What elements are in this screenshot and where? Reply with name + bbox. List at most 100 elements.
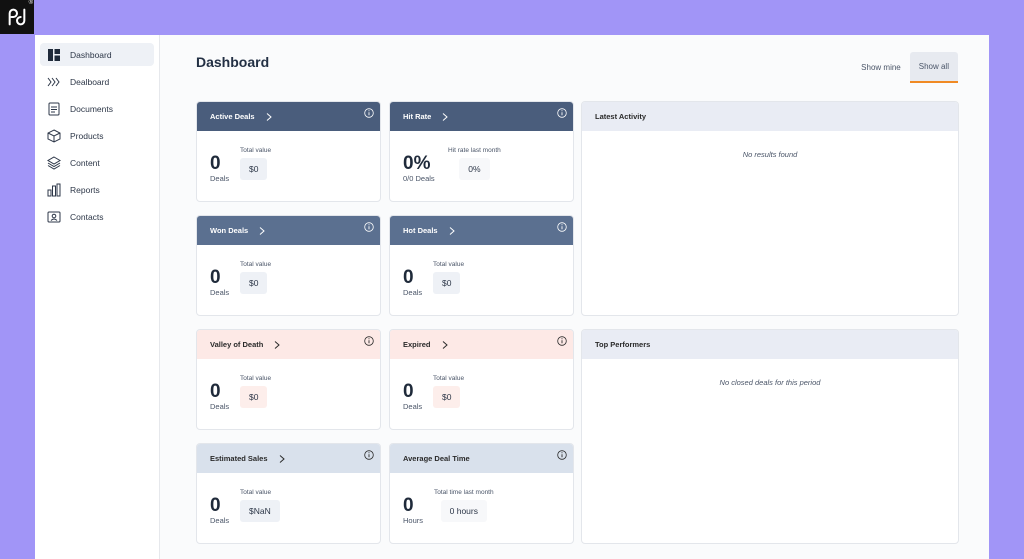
sub-metric-label: Total value bbox=[433, 261, 464, 268]
sub-metric-label: Total value bbox=[240, 147, 271, 154]
info-icon[interactable] bbox=[364, 450, 374, 460]
info-icon[interactable] bbox=[364, 336, 374, 346]
card-valley-of-death: Valley of Death 0 Deals Total value $0 bbox=[196, 329, 381, 430]
sub-metric: Total time last month 0 hours bbox=[434, 489, 494, 522]
metric-unit: Deals bbox=[403, 402, 422, 411]
panel-title: Top Performers bbox=[595, 340, 650, 349]
card-header[interactable]: Expired bbox=[390, 330, 573, 359]
card-title: Expired bbox=[403, 340, 431, 349]
show-all-button[interactable]: Show all bbox=[910, 52, 958, 83]
box-icon bbox=[47, 129, 61, 143]
sidebar-item-content[interactable]: Content bbox=[40, 151, 154, 174]
metric: 0 Hours bbox=[403, 496, 423, 525]
panel-latest-activity: Latest Activity No results found bbox=[581, 101, 959, 316]
sidebar-item-label: Products bbox=[70, 131, 104, 141]
sidebar-item-label: Dashboard bbox=[70, 50, 112, 60]
sidebar-item-products[interactable]: Products bbox=[40, 124, 154, 147]
sidebar-item-documents[interactable]: Documents bbox=[40, 97, 154, 120]
metric-value: 0 bbox=[210, 268, 229, 287]
metric: 0 Deals bbox=[210, 154, 229, 183]
card-title: Valley of Death bbox=[210, 340, 263, 349]
bar-chart-icon bbox=[47, 183, 61, 197]
card-won-deals: Won Deals 0 Deals Total value $0 bbox=[196, 215, 381, 316]
sub-metric-value: $0 bbox=[240, 272, 267, 294]
metric-value: 0 bbox=[403, 268, 422, 287]
sub-metric-label: Total value bbox=[240, 261, 271, 268]
card-title: Won Deals bbox=[210, 226, 248, 235]
sub-metric: Total value $0 bbox=[240, 147, 271, 180]
card-header[interactable]: Average Deal Time bbox=[390, 444, 573, 473]
card-header[interactable]: Hit Rate bbox=[390, 102, 573, 131]
metric-unit: Deals bbox=[403, 288, 422, 297]
sub-metric: Total value $0 bbox=[433, 261, 464, 294]
registered-mark: ® bbox=[29, 0, 33, 6]
card-active-deals: Active Deals 0 Deals Total value $0 bbox=[196, 101, 381, 202]
card-expired: Expired 0 Deals Total value $0 bbox=[389, 329, 574, 430]
card-header[interactable]: Won Deals bbox=[197, 216, 380, 245]
chevron-right-icon bbox=[265, 113, 273, 121]
chevron-right-icon bbox=[258, 227, 266, 235]
metric: 0 Deals bbox=[403, 382, 422, 411]
card-title: Average Deal Time bbox=[403, 454, 470, 463]
document-icon bbox=[47, 102, 61, 116]
sub-metric-value: $0 bbox=[240, 386, 267, 408]
sidebar-item-label: Contacts bbox=[70, 212, 104, 222]
sub-metric-value: 0% bbox=[459, 158, 489, 180]
sidebar-item-label: Dealboard bbox=[70, 77, 109, 87]
ownership-toggle: Show mine Show all bbox=[852, 52, 958, 83]
chevron-right-icon bbox=[273, 341, 281, 349]
card-hot-deals: Hot Deals 0 Deals Total value $0 bbox=[389, 215, 574, 316]
sub-metric-value: 0 hours bbox=[441, 500, 487, 522]
metric-value: 0 bbox=[210, 496, 229, 515]
panel-header: Latest Activity bbox=[582, 102, 958, 131]
show-mine-button[interactable]: Show mine bbox=[852, 52, 910, 83]
metric: 0 Deals bbox=[210, 496, 229, 525]
sidebar-item-reports[interactable]: Reports bbox=[40, 178, 154, 201]
card-header[interactable]: Hot Deals bbox=[390, 216, 573, 245]
metric: 0 Deals bbox=[210, 268, 229, 297]
pd-logo-icon bbox=[6, 6, 28, 28]
metric-value: 0% bbox=[403, 154, 435, 173]
metric-value: 0 bbox=[210, 382, 229, 401]
sub-metric: Hit rate last month 0% bbox=[448, 147, 501, 180]
panel-title: Latest Activity bbox=[595, 112, 646, 121]
card-hit-rate: Hit Rate 0% 0/0 Deals Hit rate last mont… bbox=[389, 101, 574, 202]
metric: 0% 0/0 Deals bbox=[403, 154, 435, 183]
metric-unit: Deals bbox=[210, 174, 229, 183]
sub-metric-label: Total value bbox=[240, 489, 280, 496]
metric-value: 0 bbox=[210, 154, 229, 173]
metric-value: 0 bbox=[403, 382, 422, 401]
page-title: Dashboard bbox=[196, 54, 269, 70]
card-title: Hot Deals bbox=[403, 226, 438, 235]
card-header[interactable]: Valley of Death bbox=[197, 330, 380, 359]
sidebar-item-contacts[interactable]: Contacts bbox=[40, 205, 154, 228]
info-icon[interactable] bbox=[364, 222, 374, 232]
sub-metric-value: $0 bbox=[433, 272, 460, 294]
sidebar-item-dashboard[interactable]: Dashboard bbox=[40, 43, 154, 66]
metric-unit: 0/0 Deals bbox=[403, 174, 435, 183]
card-title: Active Deals bbox=[210, 112, 255, 121]
sub-metric-value: $0 bbox=[240, 158, 267, 180]
metric-unit: Deals bbox=[210, 288, 229, 297]
panel-top-performers: Top Performers No closed deals for this … bbox=[581, 329, 959, 544]
card-title: Estimated Sales bbox=[210, 454, 268, 463]
info-icon[interactable] bbox=[557, 108, 567, 118]
metric: 0 Deals bbox=[210, 382, 229, 411]
card-average-deal-time: Average Deal Time 0 Hours Total time las… bbox=[389, 443, 574, 544]
sidebar-item-label: Reports bbox=[70, 185, 100, 195]
info-icon[interactable] bbox=[364, 108, 374, 118]
sub-metric: Total value $0 bbox=[240, 261, 271, 294]
sidebar-item-label: Content bbox=[70, 158, 100, 168]
sidebar-item-dealboard[interactable]: Dealboard bbox=[40, 70, 154, 93]
card-title: Hit Rate bbox=[403, 112, 431, 121]
info-icon[interactable] bbox=[557, 222, 567, 232]
card-header[interactable]: Estimated Sales bbox=[197, 444, 380, 473]
info-icon[interactable] bbox=[557, 450, 567, 460]
metric: 0 Deals bbox=[403, 268, 422, 297]
sub-metric-value: $NaN bbox=[240, 500, 280, 522]
contact-card-icon bbox=[47, 210, 61, 224]
info-icon[interactable] bbox=[557, 336, 567, 346]
sub-metric: Total value $NaN bbox=[240, 489, 280, 522]
sub-metric: Total value $0 bbox=[433, 375, 464, 408]
card-header[interactable]: Active Deals bbox=[197, 102, 380, 131]
